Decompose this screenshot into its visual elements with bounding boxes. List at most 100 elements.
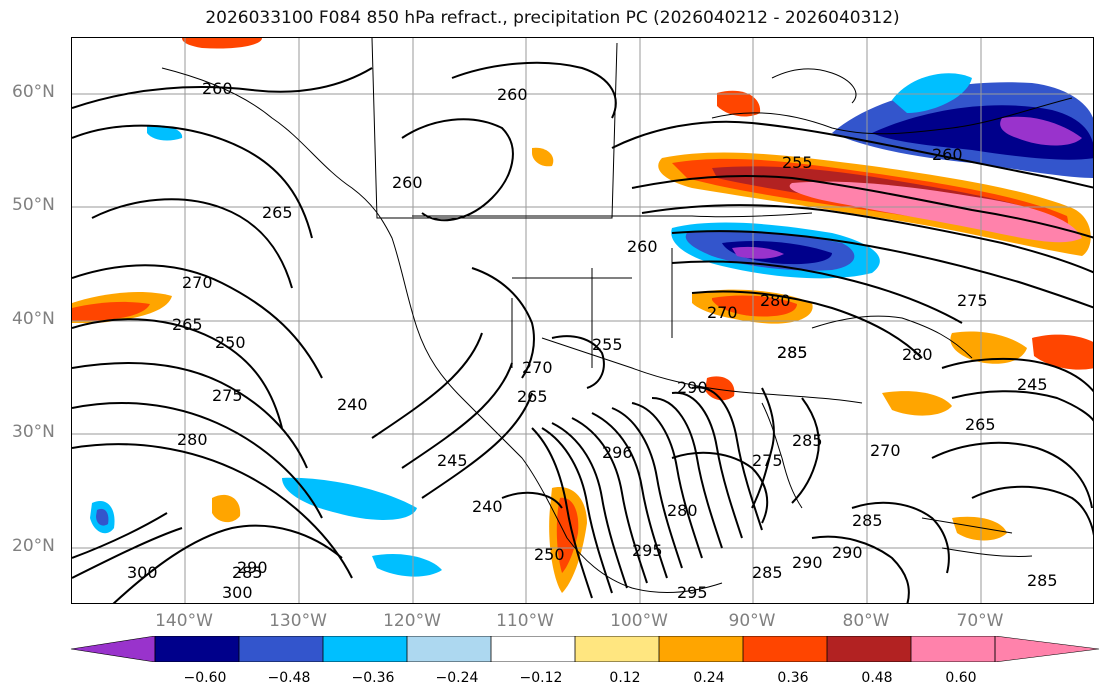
lon-label-70w: 70°W <box>956 611 1004 631</box>
lon-label-80w: 80°W <box>842 611 890 631</box>
lon-label-110w: 110°W <box>496 611 554 631</box>
lon-label-130w: 130°W <box>269 611 327 631</box>
contour-label: 250 <box>215 333 246 352</box>
positive-anomaly-caribbean <box>952 516 1007 541</box>
graticule <box>72 38 1093 603</box>
contour-label: 260 <box>932 145 963 164</box>
contour-label: 295 <box>677 583 708 602</box>
colorbar-tick: 0.60 <box>945 670 977 686</box>
map-canvas: 260 260 260 255 260 265 270 265 250 275 … <box>72 38 1093 603</box>
positive-anomaly-canada-peak <box>789 181 1082 243</box>
contour-label: 300 <box>222 583 253 602</box>
lon-label-100w: 100°W <box>610 611 668 631</box>
contour-label: 260 <box>497 85 528 104</box>
lat-label-60n: 60°N <box>12 82 55 102</box>
colorbar-segment <box>155 636 239 662</box>
contour-label: 265 <box>262 203 293 222</box>
map-title: 2026033100 F084 850 hPa refract., precip… <box>205 8 900 28</box>
lat-label-30n: 30°N <box>12 422 55 442</box>
contour-label: 285 <box>792 431 823 450</box>
contour-label: 280 <box>667 501 698 520</box>
light-blue-ne <box>892 73 972 113</box>
contour-label: 250 <box>534 545 565 564</box>
contour-label: 260 <box>627 237 658 256</box>
colorbar-tick: −0.36 <box>351 670 395 686</box>
positive-anomaly-mexico-core <box>556 497 579 573</box>
contour-label: 255 <box>592 335 623 354</box>
contour-label: 280 <box>177 430 208 449</box>
colorbar-segment <box>239 636 323 662</box>
contour-label: 290 <box>832 543 863 562</box>
positive-anomaly-ontario <box>717 90 761 117</box>
lon-label-90w: 90°W <box>728 611 776 631</box>
lat-label-40n: 40°N <box>12 309 55 329</box>
contour-label: 255 <box>782 153 813 172</box>
negative-anomaly-baja <box>282 477 417 520</box>
contour-label: 240 <box>337 395 368 414</box>
colorbar-tick: 0.24 <box>693 670 725 686</box>
lat-label-20n: 20°N <box>12 536 55 556</box>
contour-label: 270 <box>707 303 738 322</box>
contour-label: 275 <box>957 291 988 310</box>
contour-label: 275 <box>212 386 243 405</box>
colorbar-segment <box>827 636 911 662</box>
colorbar-segment <box>911 636 995 662</box>
contour-label: 285 <box>777 343 808 362</box>
contour-label: 265 <box>517 387 548 406</box>
colorbar-segment <box>743 636 827 662</box>
colorbar-tick: 0.48 <box>861 670 893 686</box>
contour-label: 300 <box>127 563 158 582</box>
negative-anomaly-west <box>147 125 183 141</box>
colorbar-segment <box>407 636 491 662</box>
colorbar-tick: −0.60 <box>183 670 227 686</box>
colorbar-tick: −0.48 <box>267 670 311 686</box>
colorbar-tick: 0.36 <box>777 670 809 686</box>
contour-label: 260 <box>202 79 233 98</box>
refractivity-contours <box>72 61 1093 603</box>
contour-label: 285 <box>1027 571 1058 590</box>
contour-label: 295 <box>632 541 663 560</box>
negative-anomaly-central-peak <box>732 246 784 259</box>
positive-anomaly-blob-1 <box>212 494 241 523</box>
negative-anomaly-pacific-s <box>372 553 442 577</box>
contour-label: 296 <box>602 443 633 462</box>
lon-label-140w: 140°W <box>155 611 213 631</box>
contour-label: 270 <box>522 358 553 377</box>
colorbar-segment <box>70 636 156 662</box>
contour-label: 275 <box>752 451 783 470</box>
contour-label: 240 <box>472 497 503 516</box>
map-panel[interactable]: 260 260 260 255 260 265 270 265 250 275 … <box>71 37 1094 604</box>
contour-label: 280 <box>902 345 933 364</box>
lat-label-50n: 50°N <box>12 195 55 215</box>
contour-label: 260 <box>392 173 423 192</box>
colorbar-segment <box>659 636 743 662</box>
positive-anomaly-lakes-core <box>712 295 797 317</box>
positive-anomaly-pacific-w-core <box>72 301 150 321</box>
colorbar-segment <box>575 636 659 662</box>
positive-anomaly-nw-top <box>182 38 262 49</box>
contour-label: 270 <box>182 273 213 292</box>
colorbar-tick: −0.12 <box>519 670 563 686</box>
contour-label: 285 <box>777 343 808 362</box>
contour-label: 290 <box>792 553 823 572</box>
colorbar-segment <box>323 636 407 662</box>
lon-label-120w: 120°W <box>383 611 441 631</box>
contour-label: 270 <box>870 441 901 460</box>
contour-label: 290 <box>677 378 708 397</box>
colorbar-tick: 0.12 <box>609 670 641 686</box>
contour-label: 290 <box>237 558 268 577</box>
positive-anomaly-gulf <box>705 376 735 401</box>
contour-labels: 260 260 260 255 260 265 270 265 250 275 … <box>127 79 1058 602</box>
contour-label: 285 <box>232 563 263 582</box>
coastlines <box>161 38 1073 594</box>
positive-anomaly-atlantic <box>1032 334 1093 370</box>
contour-label: 285 <box>852 511 883 530</box>
colorbar-tick: −0.24 <box>435 670 479 686</box>
contour-label: 245 <box>437 451 468 470</box>
colorbar-segment <box>994 636 1100 662</box>
positive-anomaly-southeast <box>882 391 952 416</box>
contour-label: 245 <box>1017 375 1048 394</box>
contour-label: 280 <box>760 291 791 310</box>
contour-label: 285 <box>752 563 783 582</box>
negative-anomaly-ne-peak <box>1000 116 1082 146</box>
